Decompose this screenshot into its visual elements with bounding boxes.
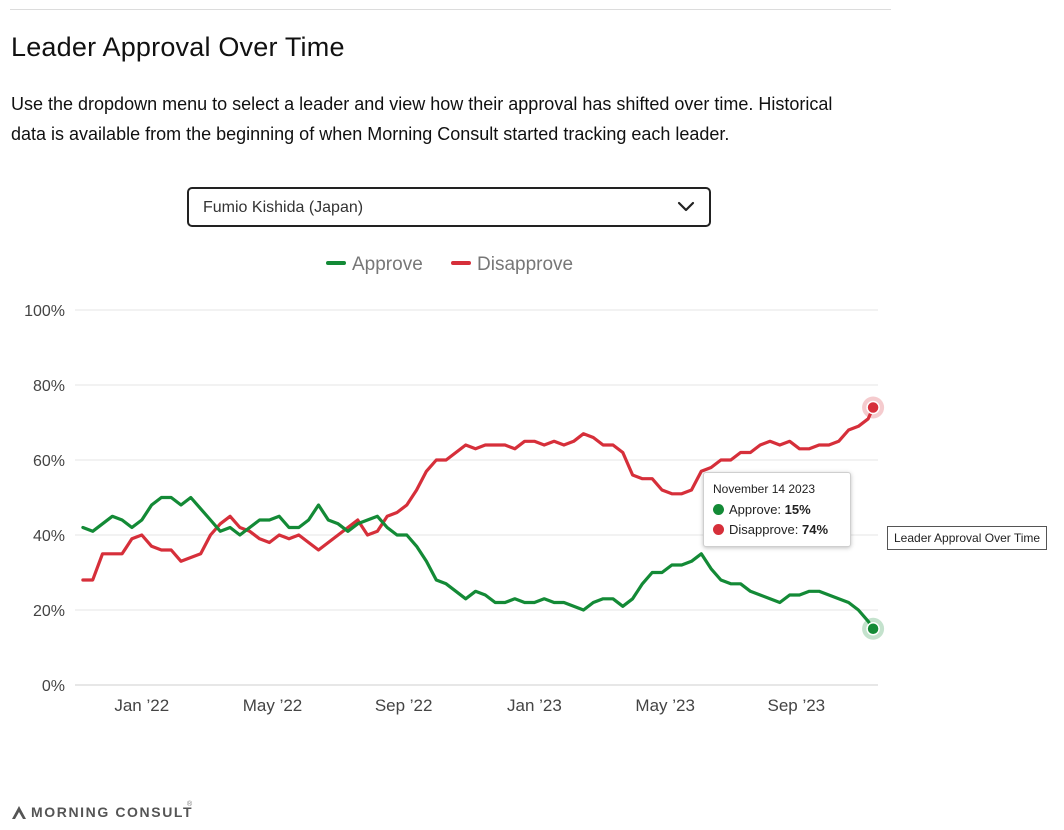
tooltip-disapprove-row: Disapprove: 74% bbox=[713, 522, 828, 537]
top-divider bbox=[10, 9, 891, 10]
legend-item-approve[interactable]: Approve bbox=[326, 254, 423, 276]
morning-consult-mark-icon bbox=[12, 806, 26, 819]
approve-series-line bbox=[81, 495, 875, 631]
disapprove-hover-marker bbox=[866, 400, 880, 415]
approve-hover-marker bbox=[866, 622, 880, 636]
x-tick-label: May ’23 bbox=[635, 696, 695, 715]
page-description: Use the dropdown menu to select a leader… bbox=[11, 94, 833, 144]
y-tick-label: 100% bbox=[24, 303, 65, 320]
legend-swatch-disapprove bbox=[451, 260, 471, 265]
x-tick-label: Sep ’23 bbox=[767, 696, 825, 715]
chart-accessible-label: Leader Approval Over Time bbox=[887, 526, 1048, 550]
page-title: Leader Approval Over Time bbox=[11, 32, 345, 62]
legend-label-approve: Approve bbox=[352, 254, 423, 275]
x-tick-label: Sep ’22 bbox=[375, 696, 433, 715]
tooltip-approve-dot bbox=[713, 504, 724, 516]
approval-line-chart: 0% 20% 40% 60% 80% 100% Jan ’22 May ’22 Sep ’22 J… bbox=[24, 303, 885, 715]
chevron-down-icon bbox=[677, 201, 695, 212]
x-tick-label: Jan ’23 bbox=[507, 696, 562, 715]
legend-swatch-approve bbox=[326, 260, 346, 265]
brand-name: MORNING CONSULT bbox=[31, 804, 194, 820]
y-tick-label: 60% bbox=[33, 453, 65, 470]
leader-select-value: Fumio Kishida (Japan) bbox=[203, 199, 364, 216]
x-tick-label: Jan ’22 bbox=[114, 696, 169, 715]
tooltip-disapprove-label: Disapprove: bbox=[729, 522, 799, 537]
tooltip-date: November 14 2023 bbox=[713, 482, 816, 496]
tooltip-disapprove-dot bbox=[713, 524, 724, 536]
tooltip-disapprove-value: 74% bbox=[802, 522, 829, 537]
tooltip-approve-row: Approve: 15% bbox=[713, 502, 811, 517]
y-tick-label: 40% bbox=[33, 528, 65, 545]
brand-trademark: ® bbox=[187, 801, 193, 808]
tooltip-approve-label: Approve: bbox=[729, 502, 782, 517]
y-tick-label: 20% bbox=[33, 603, 65, 620]
legend-label-disapprove: Disapprove bbox=[477, 254, 574, 275]
disapprove-series-line bbox=[81, 405, 875, 582]
tooltip-approve-value: 15% bbox=[784, 502, 811, 517]
leader-select[interactable]: Fumio Kishida (Japan) bbox=[187, 187, 711, 227]
chart-tooltip: November 14 2023 Approve: 15% Disapprove… bbox=[703, 472, 851, 547]
y-tick-label: 0% bbox=[42, 678, 65, 695]
x-tick-label: May ’22 bbox=[243, 696, 303, 715]
y-tick-label: 80% bbox=[33, 378, 65, 395]
legend-item-disapprove[interactable]: Disapprove bbox=[451, 254, 573, 276]
